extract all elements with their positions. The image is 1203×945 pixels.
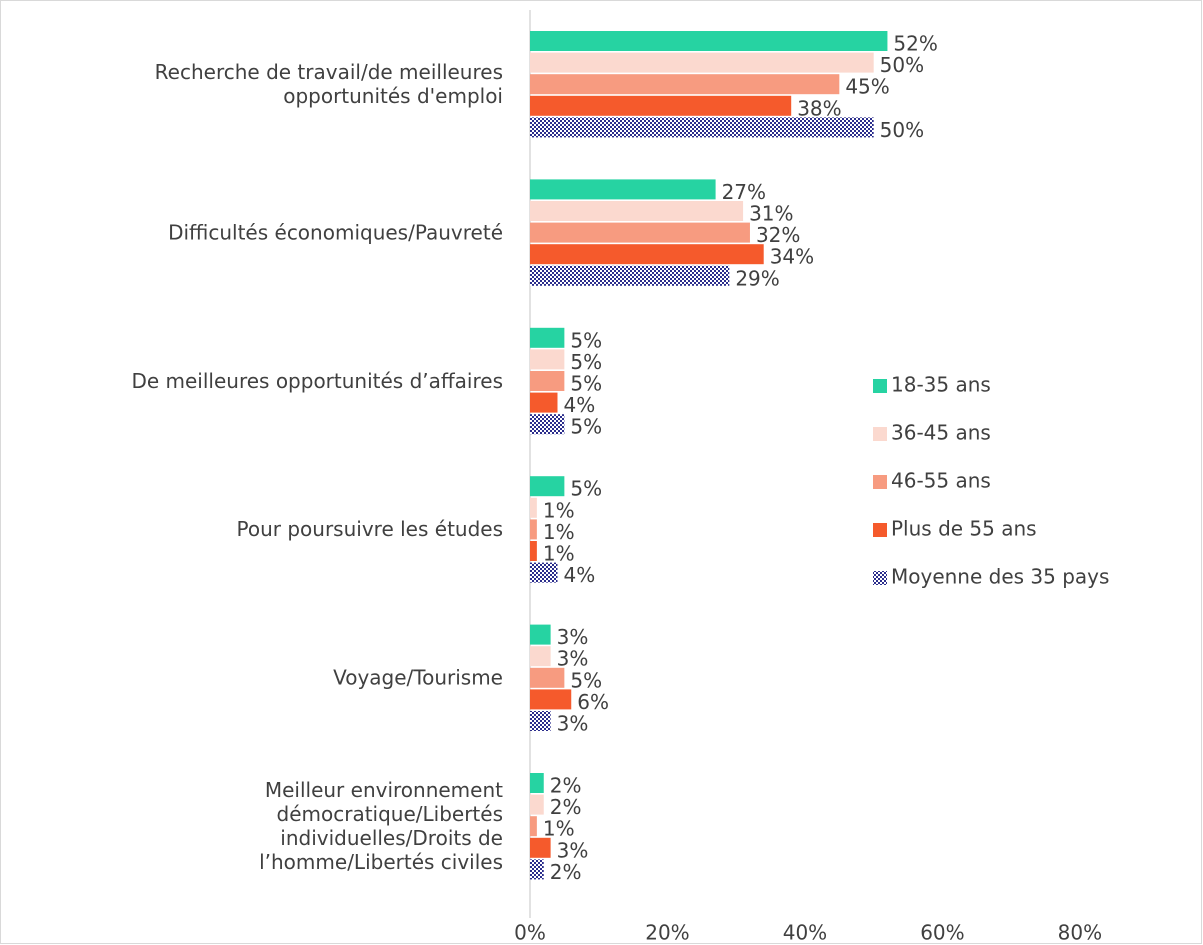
value-label: 2% (550, 860, 582, 884)
x-tick-label: 80% (1058, 921, 1102, 945)
legend-swatch (873, 427, 887, 441)
value-label: 4% (563, 393, 595, 417)
value-label: 52% (893, 32, 937, 56)
value-label: 1% (543, 542, 575, 566)
bar (530, 816, 537, 837)
bar (530, 519, 537, 540)
bar (530, 52, 874, 73)
bar (530, 327, 565, 348)
value-label: 4% (563, 563, 595, 587)
category-label: Pour poursuivre les études (237, 517, 503, 541)
bar (530, 265, 730, 286)
value-label: 3% (557, 625, 589, 649)
bar (530, 859, 544, 880)
legend-swatch (873, 475, 887, 489)
value-label: 6% (577, 690, 609, 714)
legend-swatch (873, 379, 887, 393)
value-label: 50% (880, 53, 924, 77)
bar (530, 562, 558, 583)
category-line: démocratique/Libertés (277, 802, 504, 826)
category-line: l’homme/Libertés civiles (259, 850, 503, 874)
bar (530, 541, 537, 561)
value-label: 3% (557, 647, 589, 671)
category-line: De meilleures opportunités d’affaires (131, 368, 503, 392)
category-line: Pour poursuivre les études (237, 517, 503, 541)
bar (530, 371, 565, 391)
bar (530, 201, 744, 221)
bar (530, 74, 840, 95)
category-label: Difficultés économiques/Pauvreté (168, 220, 503, 244)
bar (530, 667, 565, 688)
value-label: 29% (735, 266, 779, 290)
category-line: Difficultés économiques/Pauvreté (168, 220, 503, 244)
category-line: Meilleur environnement (265, 778, 503, 802)
bar (530, 837, 551, 858)
legend-swatch (873, 571, 887, 585)
value-label: 5% (570, 477, 602, 501)
legend-label: 46-55 ans (891, 469, 991, 493)
value-label: 1% (543, 520, 575, 544)
category-label: Meilleur environnement démocratique/Liber… (259, 778, 503, 874)
value-label: 45% (845, 75, 889, 99)
bar (530, 95, 792, 116)
value-label: 5% (570, 668, 602, 692)
bar (530, 414, 565, 435)
bar (530, 794, 544, 815)
bar (530, 476, 565, 497)
bar (530, 711, 551, 731)
legend-label: 18-35 ans (891, 373, 991, 397)
value-label: 5% (570, 328, 602, 352)
value-label: 27% (722, 180, 766, 204)
category-label: Recherche de travail/de meilleures opport… (155, 60, 503, 108)
value-label: 2% (550, 795, 582, 819)
x-tick-label: 40% (783, 921, 827, 945)
category-label: Voyage/Tourisme (333, 665, 503, 689)
value-label: 38% (797, 96, 841, 120)
x-tick-label: 20% (645, 921, 689, 945)
x-tick-label: 60% (920, 921, 964, 945)
value-label: 3% (557, 838, 589, 862)
legend-label: Moyenne des 35 pays (891, 565, 1109, 589)
value-label: 2% (550, 774, 582, 798)
category-line: individuelles/Droits de (280, 826, 503, 850)
bar (530, 244, 764, 265)
bar (530, 179, 716, 200)
bar (530, 117, 874, 138)
legend-label: 36-45 ans (891, 421, 991, 445)
value-label: 31% (749, 202, 793, 226)
x-tick-label: 0% (514, 921, 546, 945)
category-line: Recherche de travail/de meilleures (155, 60, 503, 84)
value-label: 5% (570, 372, 602, 396)
bar (530, 773, 544, 793)
value-label: 1% (543, 498, 575, 522)
bar (530, 689, 572, 710)
value-label: 32% (756, 223, 800, 247)
bar (530, 392, 558, 413)
legend-swatch (873, 523, 887, 537)
value-label: 5% (570, 415, 602, 439)
legend-label: Plus de 55 ans (891, 517, 1037, 541)
value-label: 34% (770, 245, 814, 269)
bar (530, 349, 565, 370)
value-label: 3% (557, 712, 589, 736)
value-label: 50% (880, 118, 924, 142)
bar (530, 497, 537, 518)
bar (530, 222, 750, 243)
bar (530, 31, 888, 51)
bar (530, 646, 551, 667)
bar (530, 624, 551, 645)
category-line: Voyage/Tourisme (333, 665, 503, 689)
category-line: opportunités d'emploi (283, 84, 503, 108)
category-label: De meilleures opportunités d’affaires (131, 368, 503, 392)
value-label: 5% (570, 350, 602, 374)
value-label: 1% (543, 817, 575, 841)
